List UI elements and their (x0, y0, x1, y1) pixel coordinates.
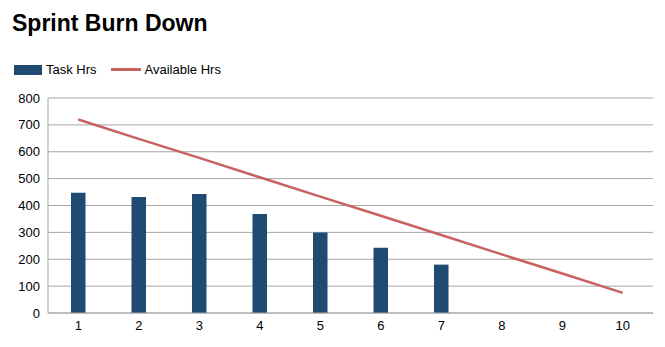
html-text:Task Hrs: Task Hrs (46, 62, 97, 77)
svg-text:600: 600 (18, 144, 40, 159)
svg-text:500: 500 (18, 171, 40, 186)
svg-text:400: 400 (18, 198, 40, 213)
svg-text:9: 9 (559, 318, 566, 333)
html-text:Available Hrs: Available Hrs (144, 62, 221, 77)
svg-text:1: 1 (75, 318, 82, 333)
svg-text:5: 5 (317, 318, 324, 333)
svg-text:4: 4 (256, 318, 263, 333)
svg-text:700: 700 (18, 117, 40, 132)
svg-text:2: 2 (135, 318, 142, 333)
svg-text:200: 200 (18, 252, 40, 267)
svg-text:6: 6 (377, 318, 384, 333)
svg-text:10: 10 (616, 318, 630, 333)
svg-text:300: 300 (18, 225, 40, 240)
svg-text:3: 3 (196, 318, 203, 333)
svg-text:0: 0 (33, 306, 40, 321)
html-text:Sprint Burn Down: Sprint Burn Down (12, 10, 208, 36)
svg-text:100: 100 (18, 279, 40, 294)
svg-text:800: 800 (18, 91, 40, 106)
svg-text:7: 7 (438, 318, 445, 333)
svg-text:8: 8 (498, 318, 505, 333)
